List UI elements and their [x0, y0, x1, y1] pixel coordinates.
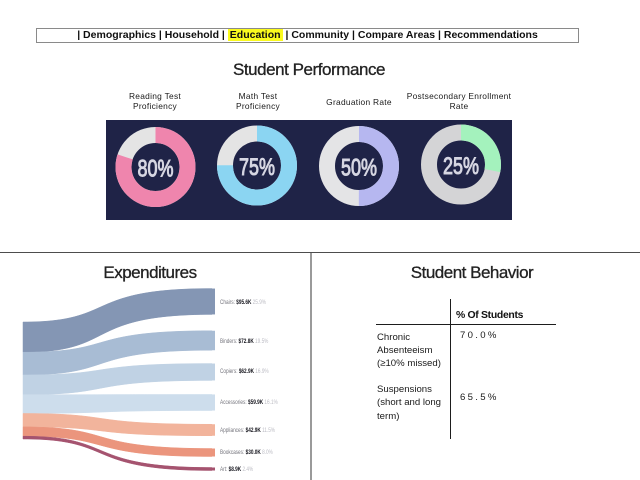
- svg-text:50%: 50%: [341, 155, 377, 182]
- svg-text:80%: 80%: [138, 156, 174, 183]
- svg-text:75%: 75%: [239, 154, 275, 181]
- svg-text:25%: 25%: [443, 153, 479, 180]
